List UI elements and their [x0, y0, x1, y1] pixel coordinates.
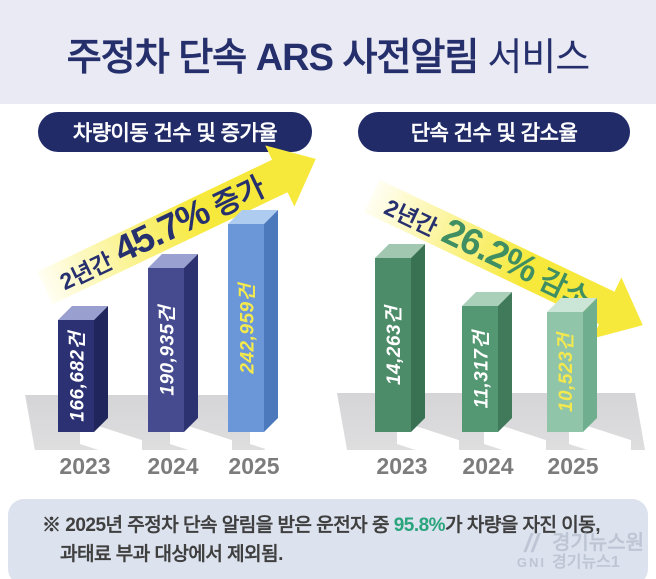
bar-value-label: 14,263건 — [384, 305, 406, 385]
bar-movement-2024: 190,935건 — [148, 254, 198, 432]
annotation-percent: 26.2% — [436, 210, 544, 291]
gni-logo-slashes: // — [524, 528, 539, 558]
bar-side-face — [94, 306, 108, 432]
bar-side-face — [411, 244, 425, 432]
annotation-prefix: 2년간 — [380, 193, 442, 242]
bar-front-face: 14,263건 — [375, 258, 411, 432]
x-tick-2025: 2025 — [547, 453, 599, 479]
bar-side-face — [583, 298, 597, 432]
footnote-part2: 가 차량을 자진 이동, — [445, 515, 601, 536]
bar-front-face: 242,959건 — [228, 224, 264, 432]
left-chart-header: 차량이동 건수 및 증가율 — [38, 112, 312, 152]
x-tick-2025: 2025 — [228, 453, 280, 479]
bar-enforcement-2023: 14,263건 — [375, 244, 425, 432]
bar-movement-2023: 166,682건 — [58, 306, 108, 432]
bar-value-label: 10,523건 — [556, 332, 578, 412]
right-chart-header: 단속 건수 및 감소율 — [358, 112, 630, 152]
bar-side-face — [264, 210, 278, 432]
header-band — [0, 0, 656, 104]
watermark-text: 경기뉴스원 경기뉴스1 — [552, 533, 644, 573]
footnote-line1: ※ 2025년 주정차 단속 알림을 받은 운전자 중 95.8%가 차량을 자… — [42, 511, 601, 540]
x-tick-2023: 2023 — [376, 453, 428, 479]
x-tick-2023: 2023 — [59, 453, 111, 479]
page-title-normal: 서비스 — [487, 37, 590, 79]
footnote-text: ※ 2025년 주정차 단속 알림을 받은 운전자 중 95.8%가 차량을 자… — [42, 511, 601, 569]
page-title: 주정차 단속 ARS 사전알림 서비스 — [0, 26, 656, 81]
bar-front-face: 190,935건 — [148, 268, 184, 432]
bar-front-face: 11,317건 — [462, 306, 498, 432]
bar-value-label: 166,682건 — [67, 330, 89, 422]
bar-value-label: 242,959건 — [237, 282, 259, 374]
bar-front-face: 166,682건 — [58, 320, 94, 432]
footnote-band: ※ 2025년 주정차 단속 알림을 받은 운전자 중 95.8%가 차량을 자… — [8, 499, 648, 579]
watermark-line1: 경기뉴스원 — [552, 532, 644, 554]
annotation-prefix: 2년간 — [55, 247, 117, 295]
bar-side-face — [498, 292, 512, 432]
bar-value-label: 11,317건 — [471, 330, 493, 408]
bar-side-face — [184, 254, 198, 432]
footnote-highlight: 95.8% — [393, 515, 446, 536]
bar-enforcement-2024: 11,317건 — [462, 292, 512, 432]
x-tick-2024: 2024 — [462, 453, 514, 479]
x-tick-2024: 2024 — [147, 453, 199, 479]
bar-enforcement-2025: 10,523건 — [547, 298, 597, 432]
gni-logo-icon: //GNI — [516, 530, 546, 573]
page-title-emphasis: 주정차 단속 ARS 사전알림 — [66, 37, 480, 79]
watermark-line2: 경기뉴스1 — [552, 554, 620, 571]
bar-value-label: 190,935건 — [157, 304, 179, 396]
bar-front-face: 10,523건 — [547, 312, 583, 432]
footnote-line2: 과태료 부과 대상에서 제외됨. — [60, 544, 283, 565]
footnote-part1: ※ 2025년 주정차 단속 알림을 받은 운전자 중 — [42, 515, 394, 536]
news-watermark: //GNI 경기뉴스원 경기뉴스1 — [516, 530, 644, 573]
gni-logo-text: GNI — [516, 555, 546, 570]
bar-movement-2025: 242,959건 — [228, 210, 278, 432]
